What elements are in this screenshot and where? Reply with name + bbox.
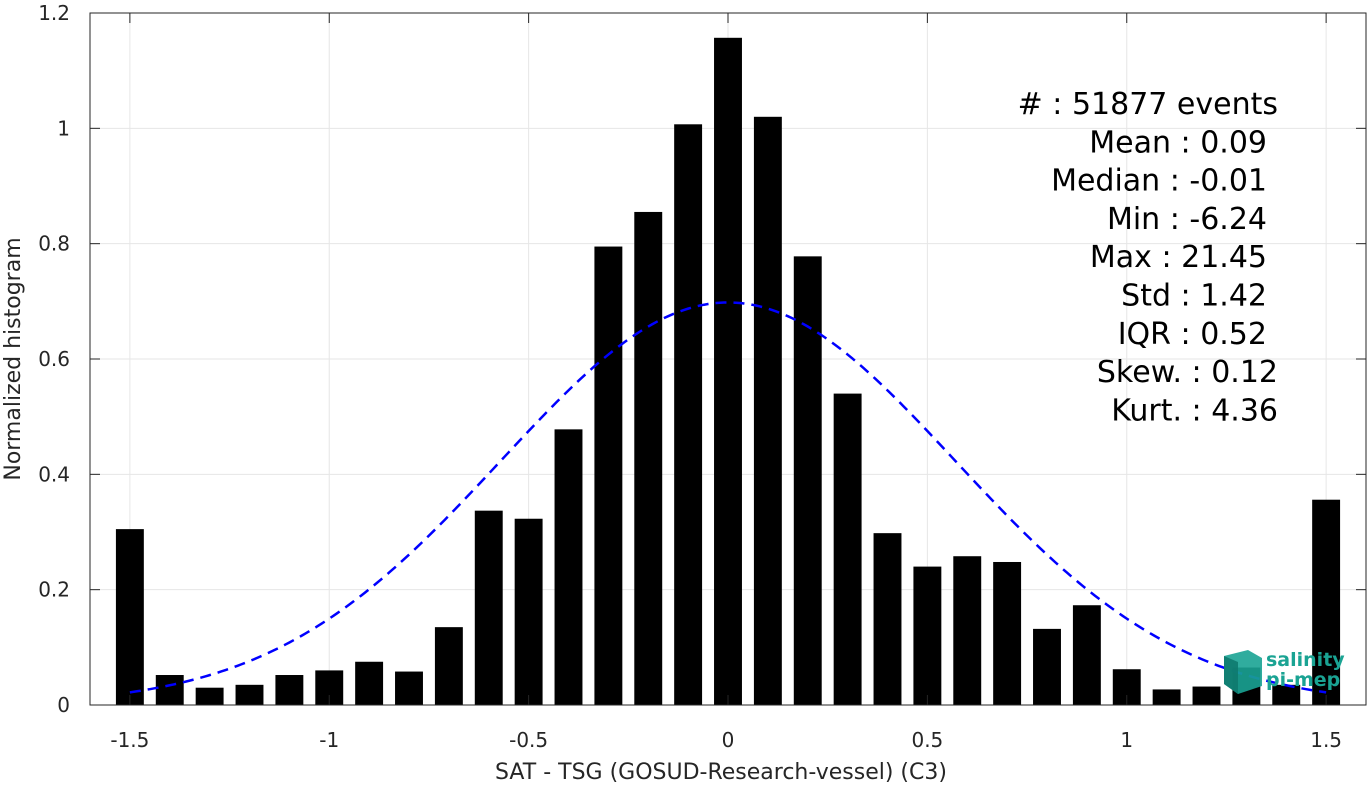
histogram-bar	[1152, 689, 1181, 705]
logo-cube-shade	[1224, 656, 1238, 694]
x-tick-label: 0	[722, 728, 735, 752]
histogram-bar	[634, 211, 663, 705]
x-tick-label: 1	[1120, 728, 1133, 752]
histogram-bar	[753, 116, 782, 706]
axis-ticks	[90, 12, 1366, 706]
histogram-bar	[1072, 605, 1101, 705]
x-tick-label: 0.5	[911, 728, 943, 752]
stat-line: Std : 1.42	[1121, 279, 1267, 314]
histogram-bar	[434, 627, 463, 705]
histogram-bar	[1033, 628, 1061, 705]
histogram-bar	[155, 675, 184, 705]
histogram-bar	[115, 529, 144, 705]
x-tick-label: 1.5	[1310, 728, 1342, 752]
y-tick-label: 1	[57, 116, 70, 140]
y-tick-label: 0.4	[38, 462, 70, 486]
histogram-bar	[993, 561, 1022, 705]
stat-line: Min : -6.24	[1107, 202, 1267, 237]
histogram-bar	[474, 510, 503, 705]
y-tick-label: 0	[57, 693, 70, 717]
y-tick-labels: 0 0.2 0.4 0.6 0.8 1 1.2	[38, 1, 70, 717]
histogram-bar	[1192, 686, 1221, 705]
y-axis-title: Normalized histogram	[1, 237, 26, 480]
stat-line: # : 51877 events	[1018, 87, 1278, 122]
gaussian-fit-curve	[129, 301, 1327, 694]
y-tick-label: 0.8	[38, 232, 70, 256]
histogram-bar	[195, 687, 224, 705]
histogram-bar	[873, 533, 902, 705]
histogram-bar	[554, 429, 583, 705]
histogram-bar	[235, 684, 264, 705]
logo-line-1: salinity	[1266, 649, 1345, 671]
y-tick-label: 0.6	[38, 347, 70, 371]
histogram-bar	[1272, 684, 1301, 705]
histogram-bar	[674, 124, 703, 705]
salinity-pi-mep-logo: salinity pi-mep	[1224, 649, 1345, 694]
x-axis-title: SAT - TSG (GOSUD-Research-vessel) (C3)	[495, 760, 947, 785]
histogram-bar	[953, 556, 982, 705]
histogram-bar	[714, 37, 742, 705]
x-tick-label: -1.5	[110, 728, 149, 752]
histogram-bar	[833, 393, 862, 705]
histogram-bar	[594, 246, 623, 706]
histogram-bar	[355, 661, 384, 705]
y-tick-label: 1.2	[38, 1, 70, 25]
stat-line: Kurt. : 4.36	[1111, 393, 1278, 428]
stat-line: IQR : 0.52	[1118, 317, 1267, 352]
histogram-bar	[514, 518, 543, 705]
x-tick-label: -1	[319, 728, 339, 752]
histogram-bar	[395, 671, 423, 705]
x-tick-labels: -1.5 -1 -0.5 0 0.5 1 1.5	[110, 728, 1342, 752]
stat-line: Mean : 0.09	[1089, 125, 1267, 160]
stat-line: Skew. : 0.12	[1097, 355, 1278, 390]
stat-line: Max : 21.45	[1090, 240, 1267, 275]
x-tick-label: -0.5	[509, 728, 548, 752]
histogram-bar	[275, 675, 304, 705]
histogram-bar	[913, 566, 942, 705]
histogram-bars	[115, 37, 1341, 706]
logo-line-2: pi-mep	[1266, 669, 1340, 691]
stat-line: Median : -0.01	[1051, 164, 1267, 199]
histogram-bar	[793, 256, 822, 705]
histogram-bar	[1312, 499, 1341, 705]
y-tick-label: 0.2	[38, 578, 70, 602]
